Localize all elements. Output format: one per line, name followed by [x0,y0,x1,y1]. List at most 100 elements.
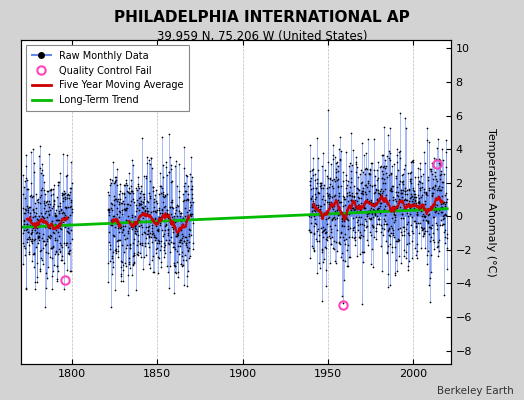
Point [305,227,313,234]
Point [20,206,29,212]
Point [441,240,449,246]
Point [381,157,390,164]
Point [36,248,44,254]
Point [355,214,363,220]
Point [44,250,52,256]
Point [108,255,116,261]
Point [60,286,68,292]
Point [424,248,432,254]
Point [428,192,436,198]
Point [181,256,190,263]
Point [60,260,68,266]
Point [351,206,359,212]
Point [179,232,187,239]
Point [430,207,439,213]
Point [429,230,438,236]
Point [105,209,113,215]
Point [150,234,159,240]
Point [428,170,436,177]
Point [117,223,125,230]
Point [48,286,56,292]
Point [160,230,168,237]
Point [344,177,352,184]
Point [408,255,417,261]
Point [318,246,326,253]
Point [371,211,379,218]
Point [431,182,439,188]
Point [143,154,151,160]
Point [111,178,119,184]
Point [348,190,356,196]
Point [321,244,329,250]
Point [306,142,314,148]
Point [307,196,315,202]
Point [41,207,50,214]
Point [408,193,417,199]
Point [436,172,444,178]
Point [346,168,355,174]
Point [354,195,363,201]
Point [342,215,351,222]
Point [362,182,370,188]
Point [358,259,367,265]
Point [318,298,326,304]
Point [178,253,187,260]
Point [148,231,157,237]
Point [48,186,57,193]
Point [168,220,177,226]
Point [40,187,48,193]
Point [177,210,185,216]
Point [166,263,174,270]
Point [434,242,442,249]
Point [363,237,371,243]
Point [380,203,389,210]
Point [45,211,53,217]
Point [406,195,414,201]
Point [431,203,440,210]
Point [316,224,325,231]
Point [317,180,325,186]
Point [169,239,178,246]
Point [114,248,123,254]
Point [169,229,177,236]
Point [158,206,167,212]
Point [370,212,379,219]
Point [60,240,68,246]
Point [395,237,403,243]
Point [438,209,446,215]
Point [389,161,398,168]
Point [435,237,443,244]
Point [181,239,190,246]
Point [362,150,370,156]
Point [412,254,421,261]
Point [340,194,348,200]
Point [38,219,47,225]
Point [432,208,440,215]
Point [371,210,379,216]
Point [182,236,191,243]
Point [187,213,195,219]
Point [391,207,400,214]
Point [65,195,73,202]
Point [373,177,381,184]
Point [64,244,73,250]
Point [351,234,359,240]
Point [439,157,447,163]
Point [406,170,414,177]
Point [184,183,193,189]
Point [418,201,427,207]
Point [363,196,372,202]
Point [368,222,376,228]
Point [67,196,75,203]
Point [177,218,185,224]
Point [425,275,434,282]
Point [172,207,180,214]
Point [32,205,40,211]
Point [179,262,187,268]
Point [367,204,375,211]
Point [37,192,45,198]
Point [410,198,419,204]
Point [344,225,353,232]
Point [187,202,195,208]
Point [184,248,192,255]
